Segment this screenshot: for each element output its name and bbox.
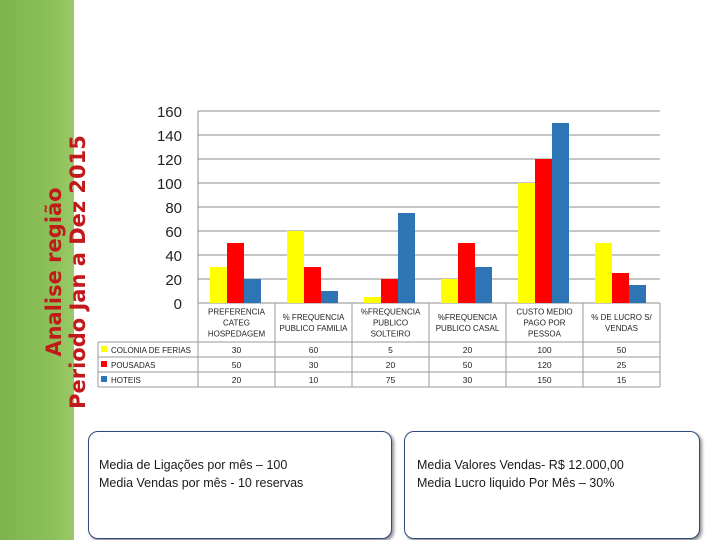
- category-label: PESSOA: [528, 330, 562, 339]
- data-value: 50: [617, 345, 627, 355]
- data-value: 10: [309, 375, 319, 385]
- y-tick-label: 60: [165, 224, 182, 241]
- bar: [612, 273, 629, 303]
- category-label: SOLTEIRO: [371, 330, 411, 339]
- category-label: PUBLICO FAMILIA: [279, 324, 348, 333]
- data-value: 50: [232, 360, 242, 370]
- category-label: % FREQUENCIA: [283, 313, 345, 322]
- legend-key: [101, 346, 107, 352]
- data-value: 20: [463, 345, 473, 355]
- y-tick-label: 160: [157, 104, 182, 121]
- y-tick-label: 0: [174, 296, 182, 313]
- category-label: HOSPEDAGEM: [208, 330, 266, 339]
- category-label: PAGO POR: [523, 319, 565, 328]
- bar: [629, 285, 646, 303]
- data-value: 20: [232, 375, 242, 385]
- legend-key: [101, 376, 107, 382]
- bar: [398, 213, 415, 303]
- bar: [244, 279, 261, 303]
- category-label: VENDAS: [605, 324, 638, 333]
- calls-sales-note: Media de Ligações por mês – 100 Media Ve…: [88, 431, 392, 539]
- bar: [552, 123, 569, 303]
- data-value: 20: [386, 360, 396, 370]
- legend-label: POUSADAS: [111, 361, 155, 370]
- data-value: 30: [309, 360, 319, 370]
- bar: [364, 297, 381, 303]
- bar: [535, 159, 552, 303]
- data-value: 15: [617, 375, 627, 385]
- category-label: PUBLICO CASAL: [436, 324, 500, 333]
- bar: [287, 231, 304, 303]
- side-banner: [0, 0, 74, 540]
- data-value: 30: [463, 375, 473, 385]
- data-value: 60: [309, 345, 319, 355]
- data-value: 120: [537, 360, 551, 370]
- category-label: CUSTO MEDIO: [516, 308, 572, 317]
- category-label: % DE LUCRO S/: [591, 313, 652, 322]
- category-label: PREFERENCIA: [208, 308, 266, 317]
- note-calls-line: Media de Ligações por mês – 100: [99, 458, 288, 472]
- data-value: 75: [386, 375, 396, 385]
- category-label: CATEG: [223, 319, 250, 328]
- y-tick-label: 100: [157, 176, 182, 193]
- legend-label: COLONIA DE FERIAS: [111, 346, 191, 355]
- bar: [441, 279, 458, 303]
- legend-label: HOTEIS: [111, 376, 141, 385]
- note-profit-line: Media Lucro liquido Por Mês – 30%: [417, 476, 615, 490]
- data-value: 25: [617, 360, 627, 370]
- bar: [595, 243, 612, 303]
- bar: [210, 267, 227, 303]
- bar: [227, 243, 244, 303]
- bar: [475, 267, 492, 303]
- category-label: %FREQUENCIA: [361, 308, 421, 317]
- bar: [518, 183, 535, 303]
- y-tick-label: 80: [165, 200, 182, 217]
- legend-key: [101, 361, 107, 367]
- note-revenue-line: Media Valores Vendas- R$ 12.000,00: [417, 458, 624, 472]
- data-value: 5: [388, 345, 393, 355]
- revenue-profit-note: Media Valores Vendas- R$ 12.000,00 Media…: [404, 431, 700, 539]
- y-tick-label: 120: [157, 152, 182, 169]
- note-sales-line: Media Vendas por mês - 10 reservas: [99, 476, 304, 490]
- data-value: 30: [232, 345, 242, 355]
- data-value: 50: [463, 360, 473, 370]
- y-tick-label: 40: [165, 248, 182, 265]
- bar: [458, 243, 475, 303]
- y-tick-label: 140: [157, 128, 182, 145]
- y-tick-label: 20: [165, 272, 182, 289]
- bar: [321, 291, 338, 303]
- bar: [304, 267, 321, 303]
- category-label: PUBLICO: [373, 319, 408, 328]
- data-value: 100: [537, 345, 551, 355]
- category-label: %FREQUENCIA: [438, 313, 498, 322]
- bar: [381, 279, 398, 303]
- data-value: 150: [537, 375, 551, 385]
